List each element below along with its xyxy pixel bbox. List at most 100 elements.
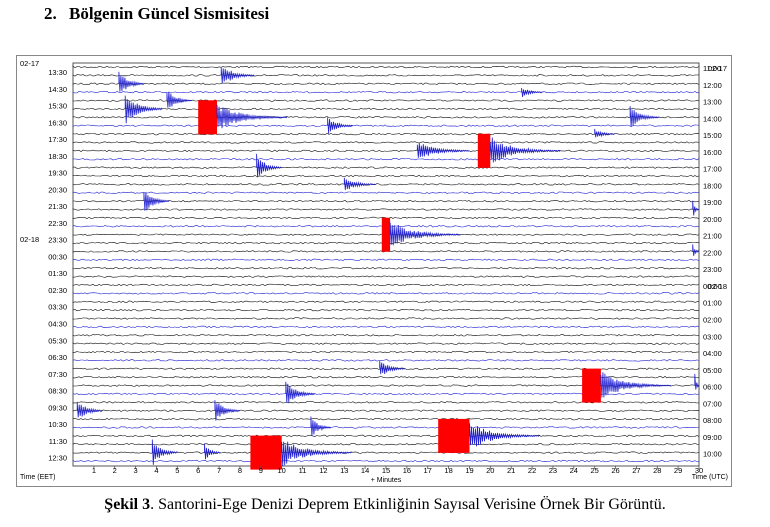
left-time-label: 20:30 (48, 185, 67, 194)
left-time-label: 22:30 (48, 219, 67, 228)
helicorder-figure: 13:30 14:30 15:30 16:30 17:30 18:30 19:30 20:30… (16, 55, 732, 487)
x-tick-label: 7 (217, 466, 221, 475)
left-time-label: 21:30 (48, 202, 67, 211)
right-time-label: 00:00 (703, 282, 722, 291)
trace-row (72, 166, 700, 169)
trace-row (72, 459, 700, 463)
caption-label: Şekil 3 (104, 496, 151, 513)
right-time-label: 06:00 (703, 383, 722, 392)
trace-row (72, 283, 700, 287)
right-time-label: 05:00 (703, 366, 722, 375)
trace-row (72, 65, 700, 69)
left-time-label: 12:30 (48, 454, 67, 463)
right-time-label: 15:00 (703, 131, 722, 140)
trace-row (72, 325, 700, 329)
x-tick-label: 12 (319, 466, 327, 475)
left-time-label: 23:30 (48, 236, 67, 245)
trace-row (72, 208, 700, 211)
trace-row (72, 107, 700, 111)
x-tick-label: 4 (154, 466, 158, 475)
right-time-label: 20:00 (703, 215, 722, 224)
event-waveform (416, 142, 470, 158)
left-date-label: 02-18 (20, 235, 39, 244)
trace-row (72, 443, 700, 446)
right-time-label: 04:00 (703, 349, 722, 358)
x-tick-label: 28 (653, 466, 661, 475)
x-tick-label: 20 (486, 466, 494, 475)
x-tick-label: 18 (444, 466, 452, 475)
right-time-label: 12:00 (703, 81, 722, 90)
right-time-label: 18:00 (703, 181, 722, 190)
trace-row (72, 183, 700, 186)
event-waveform (343, 177, 376, 191)
x-tick-label: 25 (591, 466, 599, 475)
event-coda (216, 104, 288, 129)
event-coda (489, 137, 561, 163)
event-waveform (204, 443, 221, 460)
right-time-label: 07:00 (703, 399, 722, 408)
event-waveform (692, 200, 699, 216)
caption-text: . Santorini-Ege Denizi Deprem Etkinliğin… (150, 496, 666, 513)
x-tick-label: 21 (507, 466, 515, 475)
event-coda (469, 423, 540, 447)
x-tick-label: 17 (424, 466, 432, 475)
left-time-label: 18:30 (48, 152, 67, 161)
saturated-event (582, 368, 601, 403)
right-time-label: 17:00 (703, 165, 722, 174)
right-time-label: 23:00 (703, 265, 722, 274)
event-waveform (124, 95, 163, 124)
trace-row (72, 434, 700, 438)
event-waveform (143, 192, 170, 211)
x-tick-label: 8 (238, 466, 242, 475)
helicorder-chart: 13:30 14:30 15:30 16:30 17:30 18:30 19:30 20:30… (16, 55, 732, 487)
saturated-event (381, 217, 391, 252)
trace-row (72, 90, 700, 94)
event-waveform (285, 381, 316, 403)
trace-row (72, 342, 700, 345)
left-time-label: 16:30 (48, 118, 67, 127)
left-time-label: 08:30 (48, 387, 67, 396)
x-tick-labels: 1 2 3 4 5 6 7 8 9 10 11 12 13 14 15 16 17 18 19 20 21 22 23 24 2… (92, 466, 703, 475)
x-tick-label: 2 (113, 466, 117, 475)
trace-row (72, 200, 700, 203)
plot-frame (72, 62, 700, 467)
trace-row (72, 116, 700, 119)
event-waveform (594, 128, 615, 138)
left-time-label: 04:30 (48, 320, 67, 329)
left-date-label: 02-17 (20, 59, 39, 68)
trace-row (72, 409, 700, 412)
left-time-label: 02:30 (48, 286, 67, 295)
event-waveform (694, 373, 700, 390)
trace-row (72, 132, 700, 136)
right-date-label: 02-18 (708, 282, 727, 291)
left-time-label: 14:30 (48, 85, 67, 94)
right-time-labels: 11:00 12:00 13:00 14:00 15:00 16:00 17:00 18:00… (703, 64, 727, 459)
left-time-label: 13:30 (48, 68, 67, 77)
right-time-label: 01:00 (703, 299, 722, 308)
trace-row (72, 258, 700, 261)
section-title: Bölgenin Güncel Sismisitesi (69, 4, 270, 23)
event-waveform (310, 416, 332, 436)
trace-row (72, 174, 700, 178)
left-time-label: 01:30 (48, 269, 67, 278)
saturated-event (438, 418, 470, 453)
figure-caption: Şekil 3. Santorini-Ege Denizi Deprem Etk… (0, 496, 770, 514)
x-tick-label: 3 (134, 466, 138, 475)
left-time-label: 03:30 (48, 303, 67, 312)
right-time-label: 09:00 (703, 433, 722, 442)
x-tick-label: 16 (403, 466, 411, 475)
trace-row (72, 292, 700, 295)
event-waveform (256, 153, 282, 178)
left-time-label: 15:30 (48, 102, 67, 111)
x-tick-label: 9 (259, 466, 263, 475)
event-layer (76, 67, 700, 470)
trace-row (72, 149, 700, 152)
trace-row (72, 300, 700, 303)
x-tick-label: 5 (175, 466, 179, 475)
trace-row (72, 308, 700, 312)
trace-layer (72, 65, 700, 463)
x-tick-label: 11 (299, 466, 307, 475)
right-time-label: 13:00 (703, 98, 722, 107)
x-tick-label: 23 (549, 466, 557, 475)
x-tick-label: 30 (695, 466, 703, 475)
